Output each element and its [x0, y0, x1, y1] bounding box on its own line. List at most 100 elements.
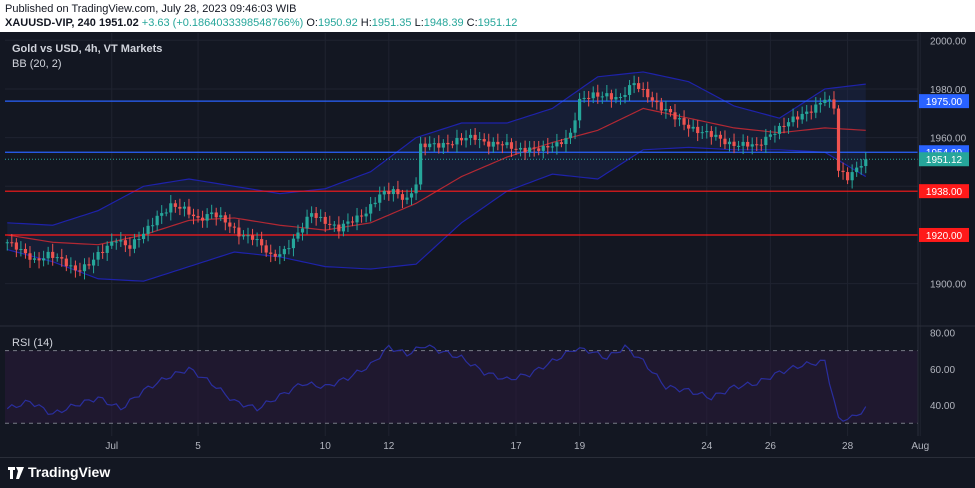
candle-body — [278, 254, 282, 257]
candle-body — [214, 212, 218, 218]
low-label: L: — [414, 17, 424, 29]
candle-body — [241, 235, 246, 237]
candle-body — [332, 224, 336, 226]
rsi-indicator-label[interactable]: RSI (14) — [12, 337, 53, 349]
candle-body — [260, 239, 264, 246]
candle-body — [282, 248, 286, 255]
candle-body — [355, 215, 359, 223]
candle-body — [655, 100, 659, 103]
level-tag — [919, 184, 969, 199]
candle-body — [696, 126, 700, 134]
candle-body — [796, 116, 800, 120]
candle-body — [14, 242, 18, 250]
bb-indicator-label[interactable]: BB (20, 2) — [12, 58, 62, 70]
candle-body — [37, 258, 41, 261]
candle-body — [341, 223, 345, 232]
candle-body — [87, 264, 91, 266]
candle-body — [723, 138, 727, 145]
published-note: Published on TradingView.com, July 28, 2… — [5, 3, 297, 15]
time-tick-label: 28 — [842, 441, 854, 452]
candle-body — [650, 97, 654, 101]
candle-body — [496, 141, 500, 145]
footer-bar: TradingView — [0, 457, 975, 488]
price-tick-label: 1900.00 — [930, 280, 967, 291]
candle-body — [759, 144, 763, 146]
candle-body — [296, 232, 300, 239]
candle-body — [450, 144, 455, 146]
candle-body — [228, 222, 232, 227]
candle-body — [782, 125, 786, 127]
time-tick-label: 19 — [574, 441, 586, 452]
candle-body — [500, 144, 504, 146]
candle-body — [409, 193, 414, 198]
candle-body — [255, 239, 259, 241]
candle-body — [578, 98, 582, 121]
candle-body — [550, 146, 554, 148]
candle-body — [700, 132, 704, 134]
level-tag-label: 1938.00 — [926, 187, 963, 198]
candle-body — [614, 96, 618, 100]
candle-body — [864, 159, 868, 167]
low-value: 1948.39 — [423, 17, 464, 29]
candle-body — [537, 148, 541, 151]
candle-body — [78, 270, 82, 272]
candle-body — [809, 111, 813, 113]
candle-body — [523, 147, 527, 153]
open-label: O: — [306, 17, 318, 29]
candle-body — [714, 134, 718, 137]
candle-body — [564, 138, 568, 145]
candle-body — [23, 248, 28, 254]
change-value: +3.63 (+0.1864033398548766%) — [141, 17, 304, 29]
candle-body — [596, 92, 600, 97]
candle-body — [300, 228, 305, 233]
candle-body — [491, 141, 495, 147]
candle-body — [732, 141, 736, 146]
candle-body — [827, 99, 832, 101]
candle-body — [709, 131, 713, 137]
candle-body — [691, 126, 695, 129]
candle-body — [659, 102, 663, 111]
candle-body — [823, 99, 827, 103]
candle-body — [777, 125, 782, 134]
candle-body — [637, 83, 641, 89]
candle-body — [246, 235, 250, 237]
candle-body — [101, 251, 105, 253]
open-value: 1950.92 — [317, 17, 358, 29]
candle-body — [396, 189, 400, 195]
candle-body — [836, 108, 841, 171]
price-tick-label: 1980.00 — [930, 85, 967, 96]
time-tick-label: 17 — [510, 441, 522, 452]
candle-body — [219, 215, 223, 218]
level-tag-label: 1975.00 — [926, 97, 963, 108]
candle-body — [391, 189, 395, 195]
candle-body — [482, 139, 486, 142]
candle-body — [205, 214, 209, 221]
candle-body — [800, 113, 804, 120]
axis-layer: 1900.00 1960.00 1980.00 2000.00 40.00 60.00 80… — [0, 33, 975, 452]
candle-body — [310, 213, 314, 217]
time-tick-label: 10 — [320, 441, 332, 452]
candle-body — [473, 134, 477, 140]
candle-body — [609, 93, 613, 100]
candle-body — [832, 99, 836, 109]
candle-body — [632, 83, 636, 86]
candle-body — [328, 223, 332, 225]
candle-body — [151, 225, 155, 227]
candle-body — [42, 258, 46, 261]
tradingview-logo[interactable]: TradingView — [8, 464, 110, 480]
candle-body — [232, 226, 236, 228]
candle-body — [432, 143, 436, 145]
price-tick-label: 2000.00 — [930, 36, 967, 47]
candle-body — [718, 134, 723, 139]
candle-body — [364, 213, 368, 217]
candle-body — [605, 93, 609, 97]
candle-body — [455, 137, 459, 145]
candle-body — [169, 203, 173, 213]
candle-body — [750, 144, 754, 147]
candle-body — [727, 141, 732, 145]
candle-body — [19, 248, 23, 250]
candle-body — [573, 120, 577, 133]
candle-body — [105, 245, 109, 253]
candle-body — [10, 242, 14, 244]
